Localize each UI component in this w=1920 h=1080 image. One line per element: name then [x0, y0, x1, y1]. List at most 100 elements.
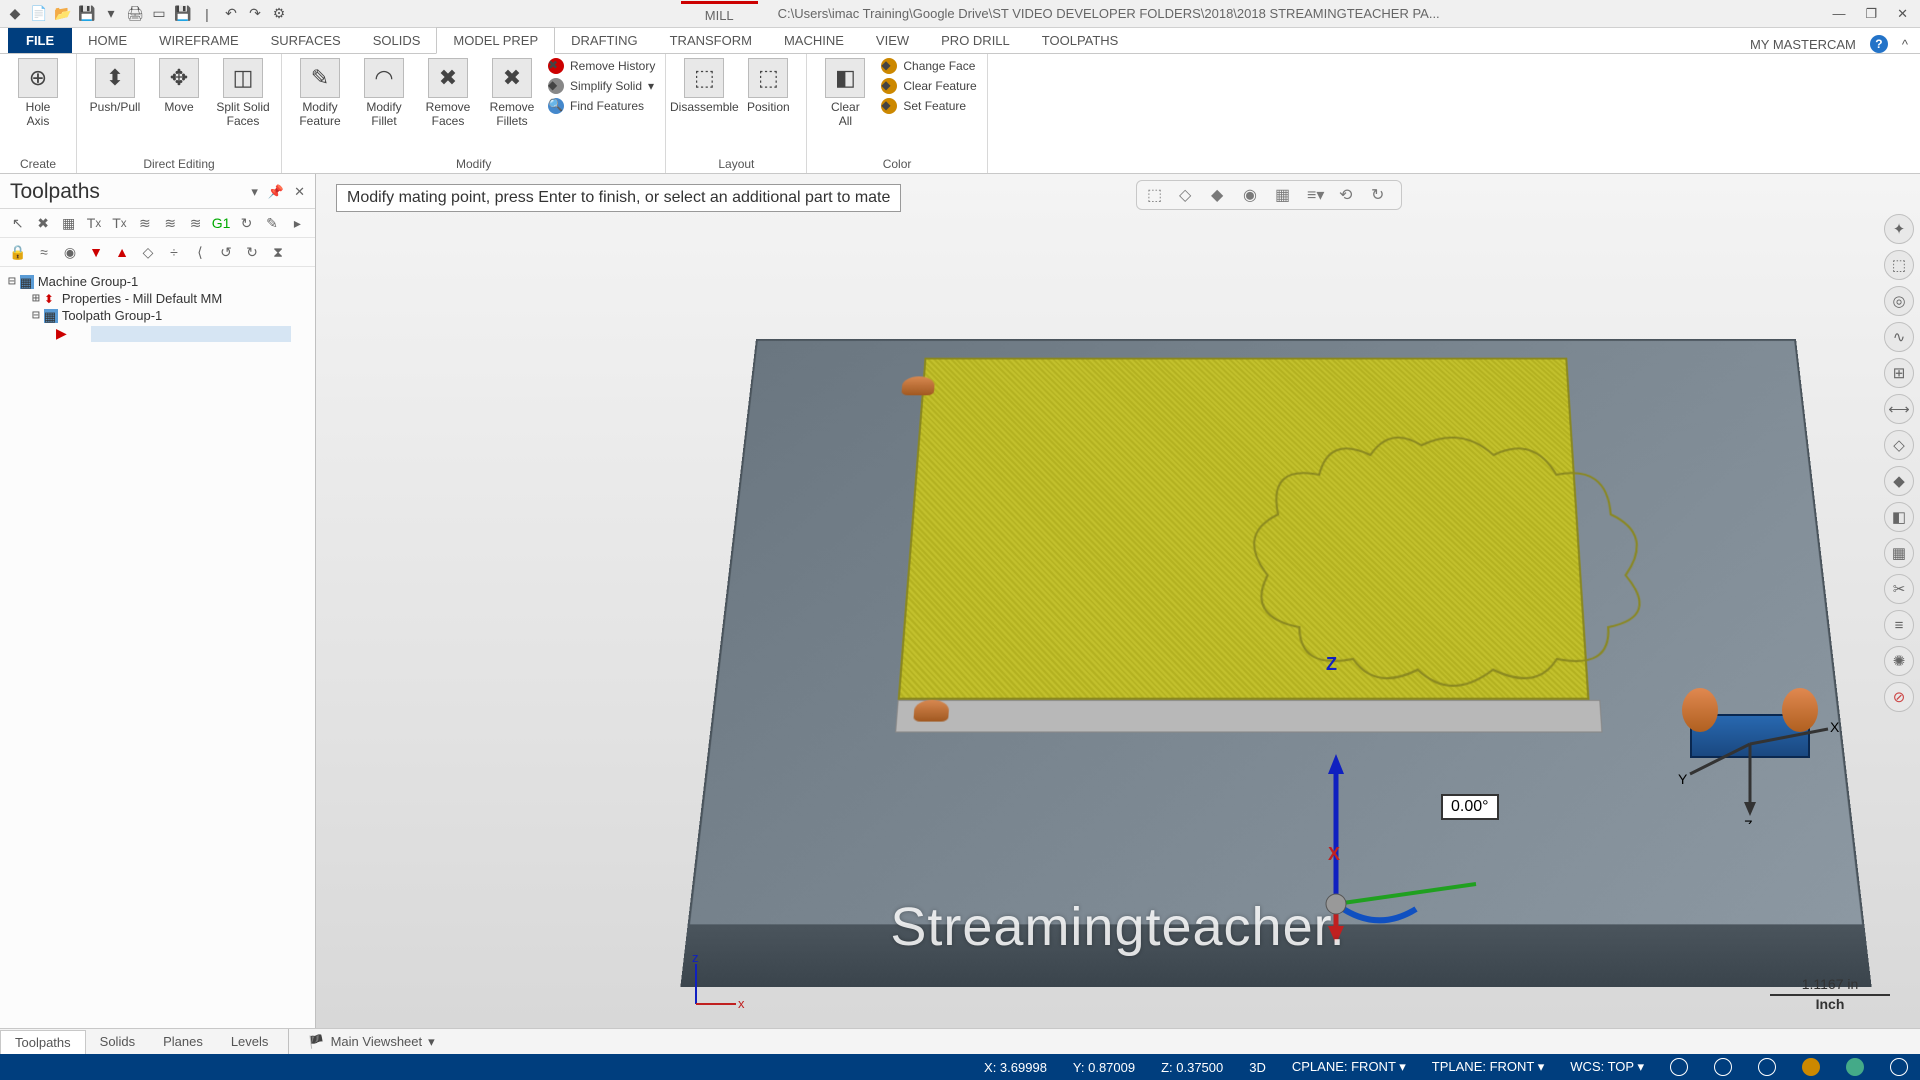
status-wcs[interactable]: WCS: TOP ▾: [1570, 1059, 1644, 1075]
tree-toolpath-group[interactable]: Toolpath Group-1: [62, 308, 162, 323]
panel-dropdown-icon[interactable]: ▾: [251, 184, 258, 200]
change-face-button[interactable]: ◆Change Face: [881, 58, 976, 74]
close-button[interactable]: ✕: [1897, 6, 1908, 22]
ft-ico[interactable]: ◇: [1179, 185, 1199, 205]
tree-active-op[interactable]: [91, 326, 291, 342]
tb-ico[interactable]: ▼: [86, 242, 106, 262]
collapse-ribbon-icon[interactable]: ^: [1902, 37, 1908, 52]
side-view-icon[interactable]: ◆: [1884, 466, 1914, 496]
wire-icon[interactable]: ▦: [1884, 538, 1914, 568]
tb-ico[interactable]: ▦: [59, 213, 78, 233]
tb-ico[interactable]: ≋: [161, 213, 180, 233]
tab-pro-drill[interactable]: PRO DRILL: [925, 28, 1026, 53]
tb-ico[interactable]: ◉: [60, 242, 80, 262]
remove-history-button[interactable]: ✖Remove History: [548, 58, 655, 74]
ft-ico[interactable]: ◉: [1243, 185, 1263, 205]
tab-machine[interactable]: MACHINE: [768, 28, 860, 53]
tb-ico[interactable]: 🔒: [8, 242, 28, 262]
tb-ico[interactable]: ↻: [237, 213, 256, 233]
open-icon[interactable]: 📂: [54, 5, 72, 23]
btab-planes[interactable]: Planes: [149, 1030, 217, 1053]
move-button[interactable]: ✥Move: [151, 58, 207, 114]
minimize-button[interactable]: —: [1832, 6, 1845, 22]
tab-surfaces[interactable]: SURFACES: [255, 28, 357, 53]
tb-ico[interactable]: ↖: [8, 213, 27, 233]
tab-toolpaths[interactable]: TOOLPATHS: [1026, 28, 1135, 53]
tb-ico[interactable]: ÷: [164, 242, 184, 262]
status-globe-icon[interactable]: [1670, 1058, 1688, 1076]
context-tab-mill[interactable]: MILL: [681, 1, 758, 27]
iso-view-icon[interactable]: ⟷: [1884, 394, 1914, 424]
selection-toolbar[interactable]: ⬚ ◇ ◆ ◉ ▦ ≡▾ ⟲ ↻: [1136, 180, 1402, 210]
ft-ico[interactable]: ≡▾: [1307, 185, 1327, 205]
status-contrast-icon[interactable]: [1890, 1058, 1908, 1076]
tb-ico[interactable]: ▲: [112, 242, 132, 262]
hole-axis-button[interactable]: ⊕Hole Axis: [10, 58, 66, 128]
operations-tree[interactable]: ⊟▦Machine Group-1 ⊞⬍Properties - Mill De…: [0, 267, 315, 349]
tb-ico[interactable]: ⧗: [268, 242, 288, 262]
stock-top-face[interactable]: [898, 358, 1590, 700]
status-talk-icon[interactable]: [1802, 1058, 1820, 1076]
blank-icon[interactable]: ▭: [150, 5, 168, 23]
section-icon[interactable]: ✂: [1884, 574, 1914, 604]
tree-machine-group[interactable]: Machine Group-1: [38, 274, 138, 289]
new-icon[interactable]: 📄: [30, 5, 48, 23]
tab-model-prep[interactable]: MODEL PREP: [436, 27, 555, 54]
angle-readout[interactable]: 0.00°: [1441, 794, 1499, 820]
ft-ico[interactable]: ⟲: [1339, 185, 1359, 205]
help-icon[interactable]: ?: [1870, 35, 1888, 53]
tb-ico[interactable]: ≋: [135, 213, 154, 233]
settings-icon[interactable]: ✺: [1884, 646, 1914, 676]
tb-ico[interactable]: ✖: [33, 213, 52, 233]
tab-view[interactable]: VIEW: [860, 28, 925, 53]
tb-ico[interactable]: ⟨: [190, 242, 210, 262]
status-globe2-icon[interactable]: [1714, 1058, 1732, 1076]
pan-icon[interactable]: ∿: [1884, 322, 1914, 352]
clamp-peg[interactable]: [901, 376, 935, 395]
layers-icon[interactable]: ≡: [1884, 610, 1914, 640]
disassemble-button[interactable]: ⬚Disassemble: [676, 58, 732, 114]
tb-ico[interactable]: ↻: [242, 242, 262, 262]
tb-ico[interactable]: ◇: [138, 242, 158, 262]
tab-transform[interactable]: TRANSFORM: [654, 28, 768, 53]
btab-levels[interactable]: Levels: [217, 1030, 283, 1053]
model-assembly[interactable]: [687, 339, 1864, 927]
restore-button[interactable]: ❐: [1865, 6, 1877, 22]
set-feature-button[interactable]: ◆Set Feature: [881, 98, 976, 114]
modify-feature-button[interactable]: ✎Modify Feature: [292, 58, 348, 128]
file-tab[interactable]: FILE: [8, 28, 72, 53]
print-icon[interactable]: 🖨: [126, 5, 144, 23]
panel-pin-icon[interactable]: 📌: [268, 184, 284, 200]
clear-icon[interactable]: ⊘: [1884, 682, 1914, 712]
status-globe3-icon[interactable]: [1758, 1058, 1776, 1076]
status-tplane[interactable]: TPLANE: FRONT ▾: [1432, 1059, 1544, 1075]
modify-fillet-button[interactable]: ◠Modify Fillet: [356, 58, 412, 128]
redo-icon[interactable]: ↷: [246, 5, 264, 23]
btab-toolpaths[interactable]: Toolpaths: [0, 1030, 86, 1054]
qat-more-icon[interactable]: ⚙: [270, 5, 288, 23]
tab-wireframe[interactable]: WIREFRAME: [143, 28, 254, 53]
saveas-icon[interactable]: ▾: [102, 5, 120, 23]
tb-ico[interactable]: ↺: [216, 242, 236, 262]
undo-icon[interactable]: ↶: [222, 5, 240, 23]
save2-icon[interactable]: 💾: [174, 5, 192, 23]
ft-ico[interactable]: ◆: [1211, 185, 1231, 205]
tb-ico[interactable]: G1: [211, 213, 230, 233]
ft-ico[interactable]: ⬚: [1147, 185, 1167, 205]
split-faces-button[interactable]: ◫Split Solid Faces: [215, 58, 271, 128]
save-icon[interactable]: 💾: [78, 5, 96, 23]
tb-ico[interactable]: ≈: [34, 242, 54, 262]
zoom-fit-icon[interactable]: ✦: [1884, 214, 1914, 244]
zoom-window-icon[interactable]: ⬚: [1884, 250, 1914, 280]
viewsheet-add-icon[interactable]: ▾: [428, 1034, 435, 1050]
status-mode[interactable]: 3D: [1249, 1060, 1266, 1075]
viewsheet-name[interactable]: Main Viewsheet: [331, 1034, 423, 1049]
tb-ico[interactable]: ✎: [262, 213, 281, 233]
ft-ico[interactable]: ↻: [1371, 185, 1391, 205]
clear-all-button[interactable]: ◧Clear All: [817, 58, 873, 128]
tab-solids[interactable]: SOLIDS: [357, 28, 437, 53]
remove-fillets-button[interactable]: ✖Remove Fillets: [484, 58, 540, 128]
tb-ico[interactable]: Tx: [84, 213, 103, 233]
tree-properties[interactable]: Properties - Mill Default MM: [62, 291, 222, 306]
simplify-solid-button[interactable]: ◆Simplify Solid ▾: [548, 78, 655, 94]
